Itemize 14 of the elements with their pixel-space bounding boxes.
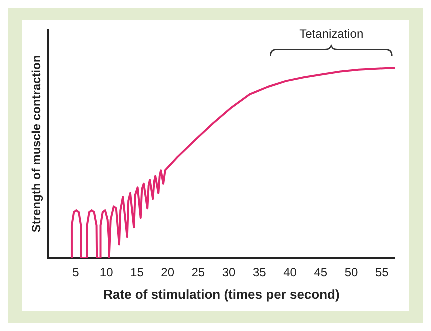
x-tick-label: 55 [375,266,390,280]
x-tick-label: 45 [314,266,328,280]
y-axis-title: Strength of muscle contraction [30,55,44,233]
x-tick-label: 25 [192,266,206,280]
x-tick-label: 40 [284,266,298,280]
x-tick-label: 10 [100,266,114,280]
x-tick-label: 30 [222,266,236,280]
x-axis-title: Rate of stimulation (times per second) [104,286,340,302]
x-tick-label: 15 [130,266,144,280]
x-tick-label: 20 [161,266,175,280]
x-tick-label: 5 [72,266,80,280]
x-tick-label: 50 [344,266,359,280]
text: Tetanization [300,27,364,41]
x-tick-label: 35 [252,266,267,280]
